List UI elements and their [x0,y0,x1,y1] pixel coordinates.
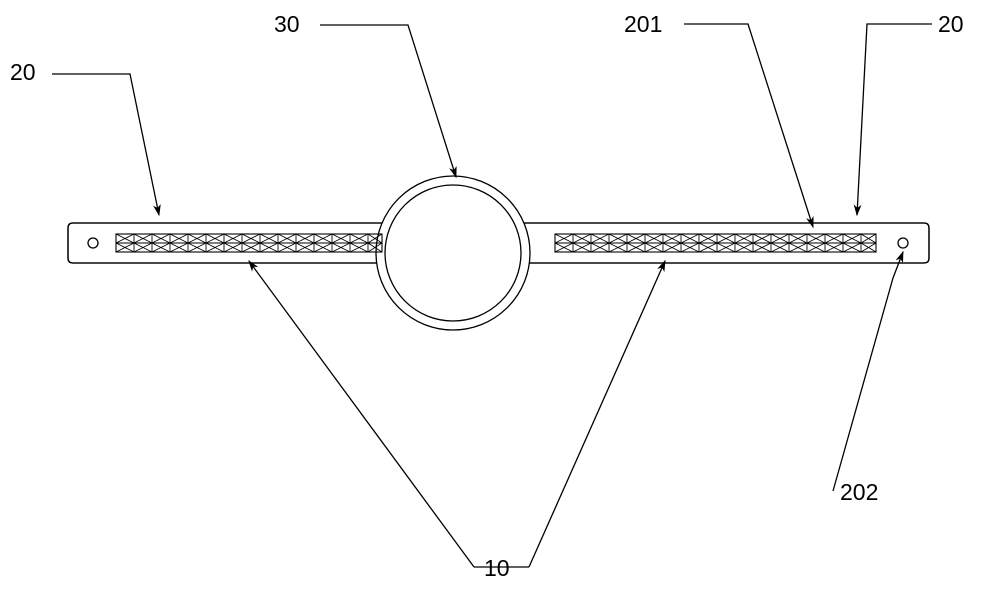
label-202: 202 [840,479,878,505]
end-hole-right [898,238,908,248]
label-20-left-leader [52,74,159,215]
hatch-strip-left [116,234,382,252]
end-hole-left [88,238,98,248]
label-30: 30 [274,11,300,37]
label-20-left: 20 [10,59,36,85]
ring-outer [376,176,530,330]
label-201-leader [684,24,813,227]
label-10: 10 [484,555,510,581]
label-20-right-leader [857,24,932,215]
label-202-leader [833,252,903,491]
label-201: 201 [624,11,662,37]
technical-diagram: 20 30 201 20 202 10 [0,0,1000,602]
hatch-strip-right [555,234,876,252]
device-outline [68,176,929,330]
label-30-leader [320,25,456,177]
label-20-right: 20 [938,11,964,37]
label-10-leader-right [529,261,665,567]
